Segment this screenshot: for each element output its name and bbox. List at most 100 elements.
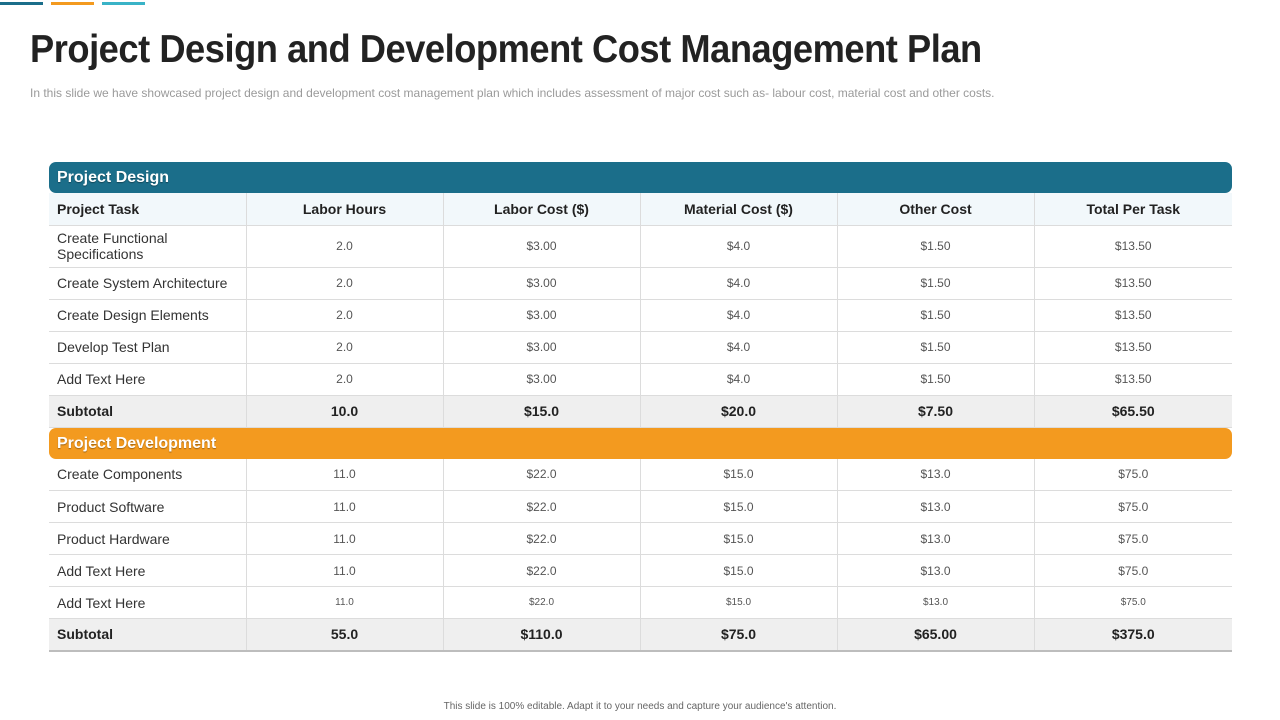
- table-row: Add Text Here 11.0 $22.0 $15.0 $13.0 $75…: [49, 586, 1232, 619]
- table-row: Create Functional Specifications 2.0 $3.…: [49, 225, 1232, 268]
- labor-hours: 11.0: [246, 522, 444, 555]
- subtotal-labor-hours: 10.0: [246, 395, 444, 428]
- labor-cost: $22.0: [443, 522, 641, 555]
- other-cost: $1.50: [837, 225, 1035, 268]
- table-row: Product Hardware 11.0 $22.0 $15.0 $13.0 …: [49, 522, 1232, 555]
- total-per-task: $13.50: [1034, 267, 1232, 300]
- section-header-design: Project Design: [49, 162, 1232, 193]
- total-per-task: $75.0: [1034, 458, 1232, 491]
- total-per-task: $75.0: [1034, 522, 1232, 555]
- labor-cost: $3.00: [443, 267, 641, 300]
- table-row: Product Software 11.0 $22.0 $15.0 $13.0 …: [49, 490, 1232, 523]
- labor-hours: 11.0: [246, 490, 444, 523]
- material-cost: $15.0: [640, 586, 838, 619]
- labor-hours: 2.0: [246, 299, 444, 332]
- material-cost: $4.0: [640, 267, 838, 300]
- labor-hours: 2.0: [246, 225, 444, 268]
- task-name: Product Hardware: [49, 522, 247, 555]
- subtotal-material-cost: $20.0: [640, 395, 838, 428]
- total-per-task: $13.50: [1034, 363, 1232, 396]
- task-name: Create Components: [49, 458, 247, 491]
- labor-hours: 2.0: [246, 267, 444, 300]
- labor-cost: $3.00: [443, 299, 641, 332]
- other-cost: $13.0: [837, 458, 1035, 491]
- accent-bar-blue: [0, 2, 43, 5]
- subtotal-labor-hours: 55.0: [246, 618, 444, 652]
- other-cost: $13.0: [837, 522, 1035, 555]
- task-name: Add Text Here: [49, 586, 247, 619]
- labor-hours: 11.0: [246, 458, 444, 491]
- cost-table: Project Design Project Task Labor Hours …: [49, 162, 1232, 652]
- column-header-labor-cost: Labor Cost ($): [443, 193, 641, 226]
- accent-bar-teal: [102, 2, 145, 5]
- labor-hours: 2.0: [246, 331, 444, 364]
- table-row: Create System Architecture 2.0 $3.00 $4.…: [49, 267, 1232, 300]
- column-header-task: Project Task: [49, 193, 247, 226]
- table-row: Create Design Elements 2.0 $3.00 $4.0 $1…: [49, 299, 1232, 332]
- subtotal-labor-cost: $110.0: [443, 618, 641, 652]
- subtotal-label: Subtotal: [49, 618, 247, 652]
- material-cost: $15.0: [640, 522, 838, 555]
- other-cost: $13.0: [837, 554, 1035, 587]
- page-title: Project Design and Development Cost Mana…: [30, 28, 982, 71]
- subtotal-label: Subtotal: [49, 395, 247, 428]
- material-cost: $4.0: [640, 363, 838, 396]
- material-cost: $15.0: [640, 458, 838, 491]
- column-header-labor-hours: Labor Hours: [246, 193, 444, 226]
- labor-cost: $22.0: [443, 490, 641, 523]
- section-header-development: Project Development: [49, 427, 1232, 459]
- material-cost: $4.0: [640, 299, 838, 332]
- footer-note: This slide is 100% editable. Adapt it to…: [443, 701, 837, 712]
- task-name: Develop Test Plan: [49, 331, 247, 364]
- subtotal-row-design: Subtotal 10.0 $15.0 $20.0 $7.50 $65.50: [49, 395, 1232, 428]
- material-cost: $15.0: [640, 554, 838, 587]
- subtotal-other-cost: $7.50: [837, 395, 1035, 428]
- subtotal-total: $65.50: [1034, 395, 1232, 428]
- labor-hours: 2.0: [246, 363, 444, 396]
- total-per-task: $75.0: [1034, 586, 1232, 619]
- page-subtitle: In this slide we have showcased project …: [30, 86, 995, 100]
- material-cost: $4.0: [640, 225, 838, 268]
- other-cost: $1.50: [837, 363, 1035, 396]
- task-name: Create Design Elements: [49, 299, 247, 332]
- development-table: Create Components 11.0 $22.0 $15.0 $13.0…: [49, 458, 1232, 652]
- material-cost: $4.0: [640, 331, 838, 364]
- labor-cost: $3.00: [443, 331, 641, 364]
- subtotal-row-development: Subtotal 55.0 $110.0 $75.0 $65.00 $375.0: [49, 618, 1232, 652]
- task-name: Create Functional Specifications: [49, 225, 247, 268]
- labor-cost: $3.00: [443, 225, 641, 268]
- table-row: Create Components 11.0 $22.0 $15.0 $13.0…: [49, 458, 1232, 491]
- total-per-task: $75.0: [1034, 490, 1232, 523]
- other-cost: $1.50: [837, 331, 1035, 364]
- subtotal-material-cost: $75.0: [640, 618, 838, 652]
- task-name: Create System Architecture: [49, 267, 247, 300]
- total-per-task: $75.0: [1034, 554, 1232, 587]
- task-name: Product Software: [49, 490, 247, 523]
- other-cost: $1.50: [837, 267, 1035, 300]
- other-cost: $1.50: [837, 299, 1035, 332]
- subtotal-other-cost: $65.00: [837, 618, 1035, 652]
- design-table: Project Task Labor Hours Labor Cost ($) …: [49, 193, 1232, 428]
- other-cost: $13.0: [837, 490, 1035, 523]
- labor-hours: 11.0: [246, 554, 444, 587]
- total-per-task: $13.50: [1034, 225, 1232, 268]
- total-per-task: $13.50: [1034, 299, 1232, 332]
- subtotal-labor-cost: $15.0: [443, 395, 641, 428]
- accent-bar-orange: [51, 2, 94, 5]
- material-cost: $15.0: [640, 490, 838, 523]
- column-header-other-cost: Other Cost: [837, 193, 1035, 226]
- task-name: Add Text Here: [49, 554, 247, 587]
- labor-cost: $22.0: [443, 458, 641, 491]
- other-cost: $13.0: [837, 586, 1035, 619]
- table-row: Add Text Here 11.0 $22.0 $15.0 $13.0 $75…: [49, 554, 1232, 587]
- subtotal-total: $375.0: [1034, 618, 1232, 652]
- labor-cost: $22.0: [443, 586, 641, 619]
- labor-cost: $3.00: [443, 363, 641, 396]
- header-row: Project Task Labor Hours Labor Cost ($) …: [49, 193, 1232, 226]
- table-row: Develop Test Plan 2.0 $3.00 $4.0 $1.50 $…: [49, 331, 1232, 364]
- task-name: Add Text Here: [49, 363, 247, 396]
- labor-hours: 11.0: [246, 586, 444, 619]
- column-header-total: Total Per Task: [1034, 193, 1232, 226]
- table-row: Add Text Here 2.0 $3.00 $4.0 $1.50 $13.5…: [49, 363, 1232, 396]
- total-per-task: $13.50: [1034, 331, 1232, 364]
